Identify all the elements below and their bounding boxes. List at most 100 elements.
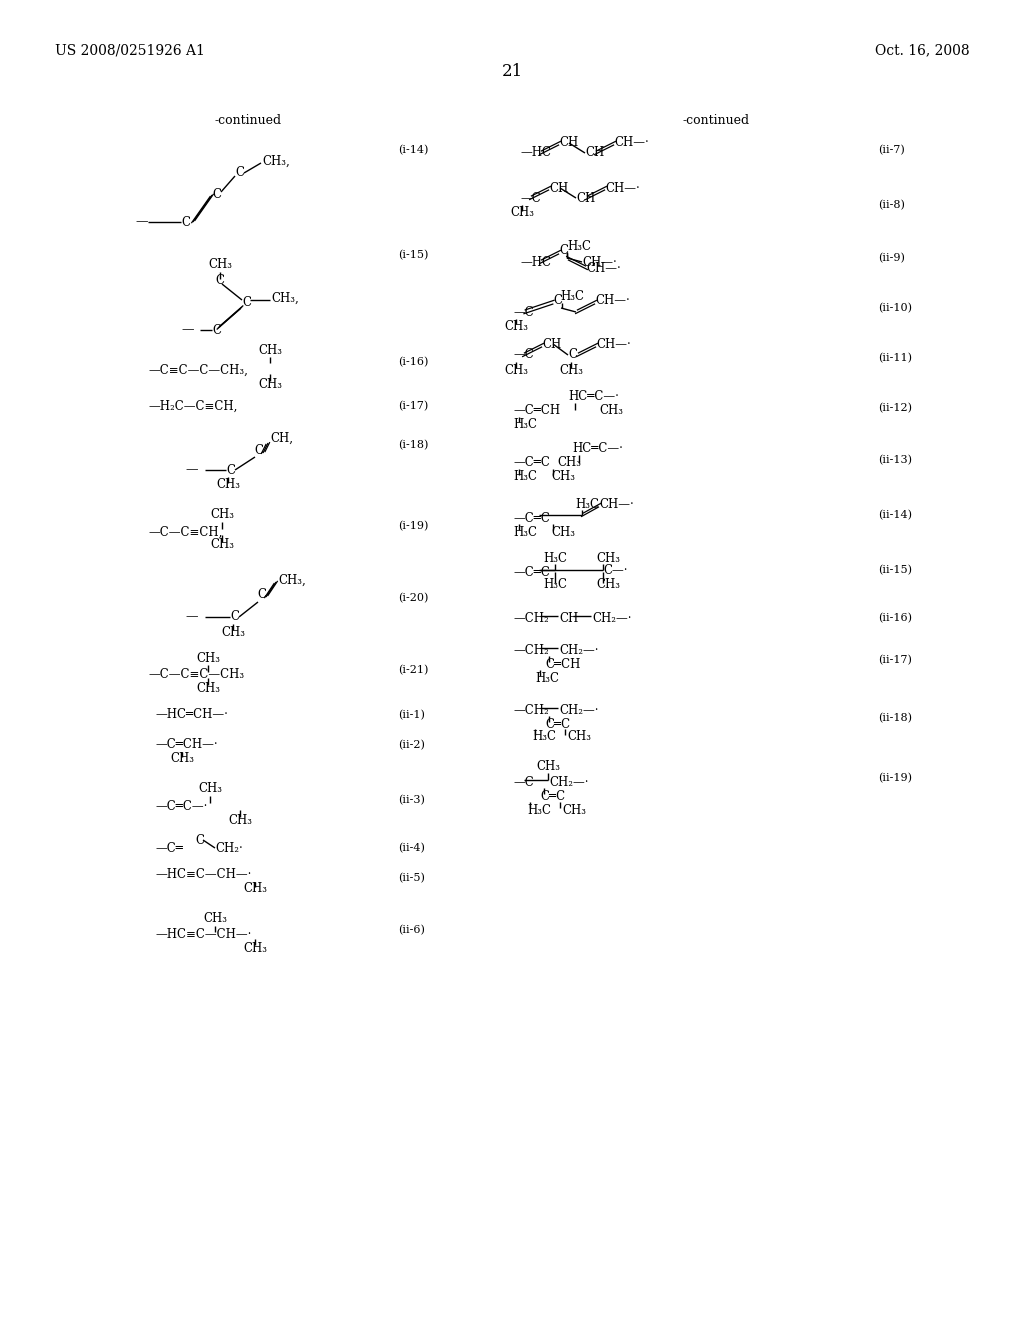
Text: CH₂—·: CH₂—· [592,611,632,624]
Text: CH: CH [585,147,604,160]
Text: CH: CH [559,136,579,149]
Text: CH₃: CH₃ [196,652,220,665]
Text: CH₂—·: CH₂—· [559,644,598,656]
Text: H₃C: H₃C [543,552,567,565]
Text: -continued: -continued [214,114,282,127]
Text: CH₃: CH₃ [221,626,245,639]
Text: C—·: C—· [603,564,628,577]
Text: —: — [181,323,194,337]
Text: (ii-11): (ii-11) [878,352,912,363]
Text: (ii-19): (ii-19) [878,772,912,783]
Text: (i-19): (i-19) [398,521,428,531]
Text: CH—·: CH—· [595,294,630,308]
Text: C═CH: C═CH [545,657,581,671]
Text: (ii-8): (ii-8) [878,199,905,210]
Text: (i-17): (i-17) [398,401,428,411]
Text: CH₃: CH₃ [210,508,234,521]
Text: —C: —C [513,305,534,318]
Text: C═C: C═C [540,789,565,803]
Text: (ii-10): (ii-10) [878,302,912,313]
Text: CH₃: CH₃ [504,319,528,333]
Text: (i-18): (i-18) [398,440,428,450]
Text: CH₃: CH₃ [228,813,252,826]
Text: C: C [181,215,190,228]
Text: HC═C—·: HC═C—· [568,391,618,404]
Text: —C: —C [513,776,534,788]
Text: C═C: C═C [545,718,570,730]
Text: CH—·: CH—· [582,256,616,268]
Text: C: C [568,348,577,362]
Text: CH₃: CH₃ [536,760,560,774]
Text: C: C [215,275,224,288]
Text: CH—·: CH—· [614,136,649,149]
Text: HC═C—·: HC═C—· [572,442,623,455]
Text: —C═: —C═ [155,842,183,854]
Text: CH₃: CH₃ [170,752,194,766]
Text: Oct. 16, 2008: Oct. 16, 2008 [876,44,970,57]
Text: —HC≡C—CH—·: —HC≡C—CH—· [155,928,251,941]
Text: (ii-7): (ii-7) [878,145,905,156]
Text: CH: CH [549,181,568,194]
Text: CH: CH [575,191,595,205]
Text: —: — [185,463,198,477]
Text: —C: —C [513,348,534,362]
Text: CH₃: CH₃ [258,378,282,391]
Text: —HC: —HC [520,147,551,160]
Text: —: — [135,215,148,228]
Text: CH: CH [542,338,561,351]
Text: C: C [226,463,234,477]
Text: CH₃: CH₃ [216,479,240,491]
Text: H₃C: H₃C [513,417,537,430]
Text: CH: CH [559,611,579,624]
Text: —C: —C [520,191,541,205]
Text: H₃C: H₃C [532,730,556,743]
Text: (ii-15): (ii-15) [878,565,912,576]
Text: H₃C: H₃C [527,804,551,817]
Text: CH₃: CH₃ [562,804,586,817]
Text: —C═C: —C═C [513,511,550,524]
Text: CH,: CH, [270,432,293,445]
Text: —C≡C—C—CH₃,: —C≡C—C—CH₃, [148,363,248,376]
Text: CH₃,: CH₃, [262,154,290,168]
Text: CH₃: CH₃ [210,539,234,552]
Text: (i-21): (i-21) [398,665,428,675]
Text: CH₃: CH₃ [551,470,575,483]
Text: (i-16): (i-16) [398,356,428,367]
Text: C: C [559,244,568,257]
Text: —CH₂: —CH₂ [513,611,549,624]
Text: —HC: —HC [520,256,551,268]
Text: CH₂—·: CH₂—· [559,704,598,717]
Text: H₃C: H₃C [513,470,537,483]
Text: (ii-1): (ii-1) [398,710,425,721]
Text: C: C [234,166,244,180]
Text: H₃C: H₃C [560,290,584,304]
Text: CH₃: CH₃ [203,912,227,925]
Text: CH₃: CH₃ [567,730,591,743]
Text: —C—C≡C—CH₃: —C—C≡C—CH₃ [148,668,244,681]
Text: —H₂C—C≡CH,: —H₂C—C≡CH, [148,400,238,412]
Text: CH₃,: CH₃, [271,292,299,305]
Text: (ii-17): (ii-17) [878,655,912,665]
Text: CH₃: CH₃ [243,941,267,954]
Text: —C═CH—·: —C═CH—· [155,738,218,751]
Text: C: C [242,296,251,309]
Text: CH₂·: CH₂· [215,842,243,854]
Text: (ii-12): (ii-12) [878,403,912,413]
Text: CH₃: CH₃ [596,578,620,591]
Text: —C—C≡CH,: —C—C≡CH, [148,525,222,539]
Text: —: — [185,610,198,623]
Text: H₃C: H₃C [567,240,591,253]
Text: C: C [254,444,263,457]
Text: —C═C: —C═C [513,565,550,578]
Text: (ii-3): (ii-3) [398,795,425,805]
Text: —C═CH: —C═CH [513,404,560,417]
Text: C: C [230,610,239,623]
Text: C: C [212,323,221,337]
Text: C: C [195,833,204,846]
Text: —HC═CH—·: —HC═CH—· [155,709,228,722]
Text: -continued: -continued [682,114,750,127]
Text: CH₃,: CH₃, [278,573,306,586]
Text: (i-15): (i-15) [398,249,428,260]
Text: (ii-5): (ii-5) [398,873,425,883]
Text: (ii-13): (ii-13) [878,455,912,465]
